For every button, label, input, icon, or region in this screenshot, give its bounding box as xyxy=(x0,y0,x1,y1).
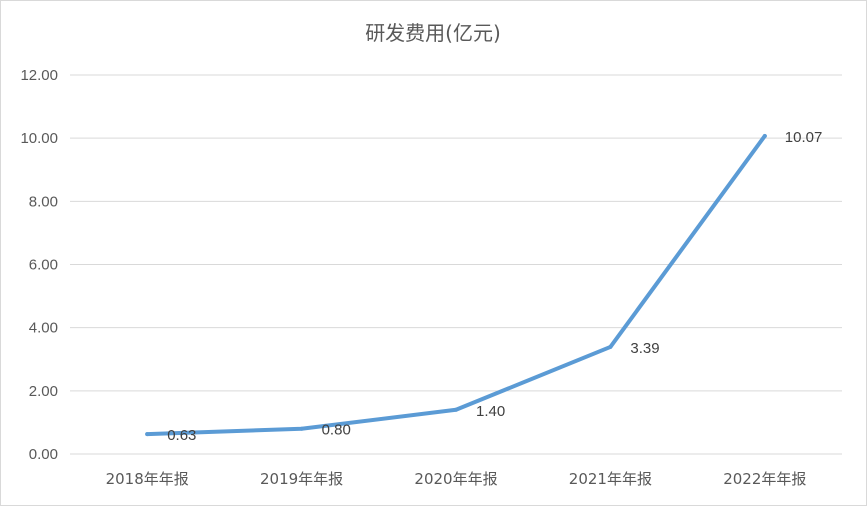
x-tick-label: 2019年年报 xyxy=(260,470,343,488)
y-tick-label: 2.00 xyxy=(29,383,58,400)
data-label: 0.63 xyxy=(167,427,196,444)
series-group xyxy=(145,133,767,437)
data-labels: 0.63 0.80 1.40 3.39 10.07 xyxy=(167,129,822,444)
y-tick-label: 0.00 xyxy=(29,446,58,463)
y-tick-label: 10.00 xyxy=(20,130,58,147)
x-tick-label: 2021年年报 xyxy=(569,470,652,488)
data-label: 3.39 xyxy=(630,340,659,357)
gridlines xyxy=(70,74,842,455)
x-tick-label: 2020年年报 xyxy=(414,470,497,488)
data-label: 10.07 xyxy=(785,129,823,146)
y-tick-label: 6.00 xyxy=(29,257,58,274)
data-label: 0.80 xyxy=(322,422,351,439)
y-tick-label: 12.00 xyxy=(20,67,58,84)
data-label: 1.40 xyxy=(476,403,505,420)
data-point xyxy=(299,426,304,431)
y-tick-label: 4.00 xyxy=(29,320,58,337)
chart-title: 研发费用(亿元) xyxy=(365,21,501,45)
data-point xyxy=(145,432,150,437)
data-point xyxy=(608,344,613,349)
x-tick-label: 2018年年报 xyxy=(106,470,189,488)
data-point xyxy=(762,133,767,138)
series-line xyxy=(145,133,767,437)
data-point xyxy=(454,407,458,412)
x-tick-label: 2022年年报 xyxy=(723,470,806,488)
y-tick-label: 8.00 xyxy=(29,193,58,210)
x-axis: 2018年年报 2019年年报 2020年年报 2021年年报 2022年年报 xyxy=(106,470,807,488)
y-axis: 0.00 2.00 4.00 6.00 8.00 10.00 12.00 xyxy=(20,67,58,463)
